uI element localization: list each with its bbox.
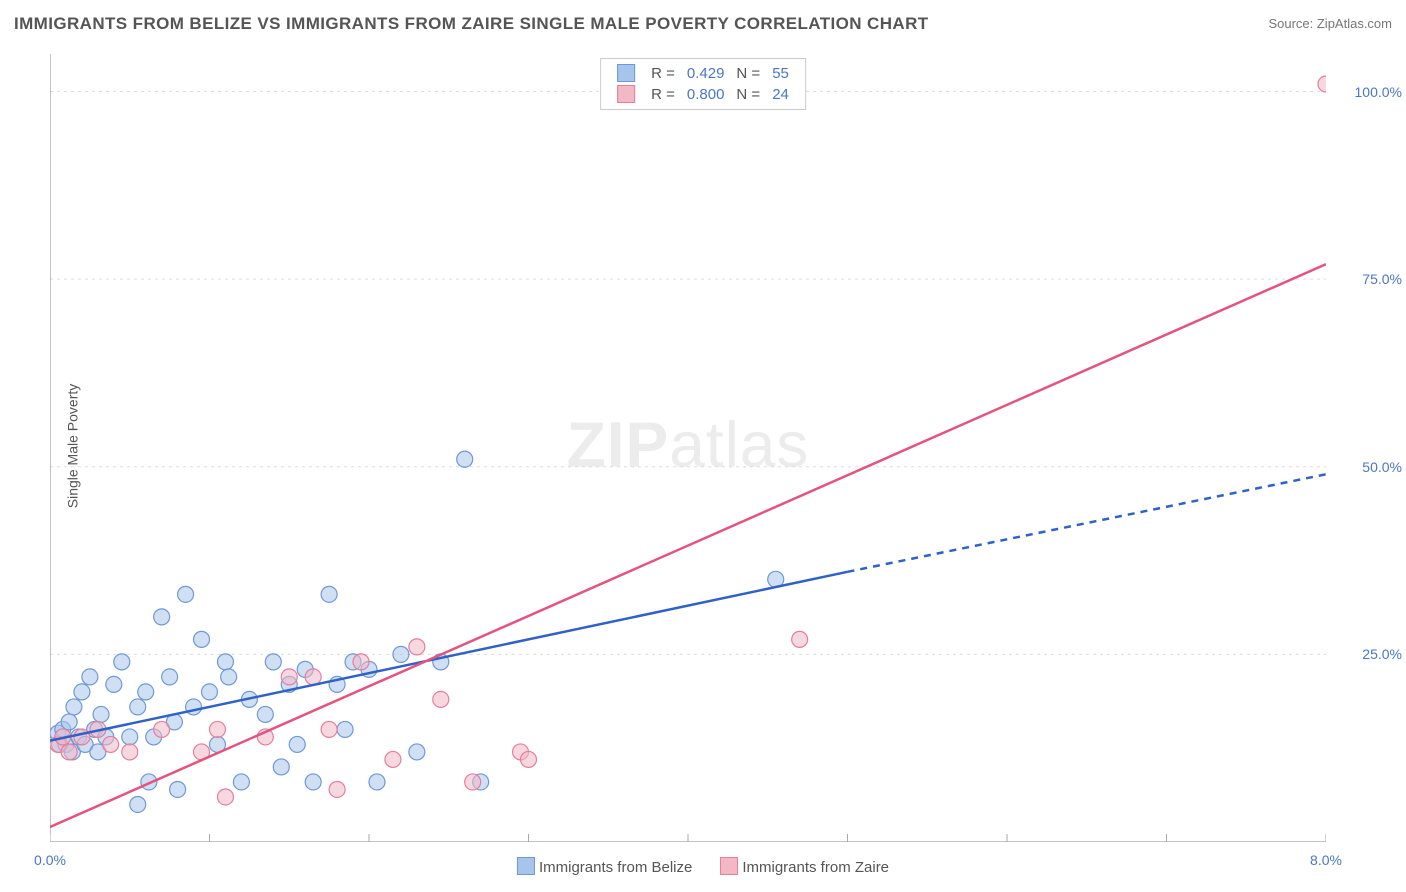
data-point bbox=[1318, 76, 1326, 92]
data-point bbox=[409, 639, 425, 655]
y-tick-label: 50.0% bbox=[1362, 459, 1402, 475]
data-point bbox=[162, 669, 178, 685]
data-point bbox=[61, 714, 77, 730]
legend-swatch bbox=[517, 857, 535, 875]
data-point bbox=[66, 699, 82, 715]
data-point bbox=[130, 796, 146, 812]
data-point bbox=[521, 751, 537, 767]
legend-item: Immigrants from Zaire bbox=[720, 857, 889, 876]
data-point bbox=[289, 736, 305, 752]
trend-line-dashed bbox=[848, 474, 1327, 572]
data-point bbox=[329, 781, 345, 797]
y-tick-label: 100.0% bbox=[1355, 84, 1402, 100]
data-point bbox=[122, 744, 138, 760]
data-point bbox=[170, 781, 186, 797]
data-point bbox=[154, 721, 170, 737]
data-point bbox=[154, 609, 170, 625]
data-point bbox=[103, 736, 119, 752]
chart-title: IMMIGRANTS FROM BELIZE VS IMMIGRANTS FRO… bbox=[14, 14, 929, 33]
data-point bbox=[353, 654, 369, 670]
legend-swatch bbox=[617, 85, 635, 103]
data-point bbox=[114, 654, 130, 670]
data-point bbox=[281, 669, 297, 685]
legend-R-label: R = bbox=[645, 63, 681, 84]
data-point bbox=[209, 721, 225, 737]
x-tick-label: 8.0% bbox=[1310, 852, 1342, 868]
data-point bbox=[178, 586, 194, 602]
data-point bbox=[385, 751, 401, 767]
source-label: Source: ZipAtlas.com bbox=[1268, 16, 1392, 31]
data-point bbox=[321, 721, 337, 737]
data-point bbox=[792, 631, 808, 647]
y-tick-label: 75.0% bbox=[1362, 271, 1402, 287]
data-point bbox=[221, 669, 237, 685]
x-tick-label: 0.0% bbox=[34, 852, 66, 868]
data-point bbox=[257, 706, 273, 722]
data-point bbox=[233, 774, 249, 790]
data-point bbox=[433, 691, 449, 707]
legend-N-value: 55 bbox=[766, 63, 795, 84]
legend-label: Immigrants from Zaire bbox=[742, 859, 889, 876]
legend-swatch bbox=[617, 64, 635, 82]
y-tick-label: 25.0% bbox=[1362, 646, 1402, 662]
data-point bbox=[217, 654, 233, 670]
data-point bbox=[138, 684, 154, 700]
legend-R-value: 0.800 bbox=[681, 84, 731, 105]
data-point bbox=[130, 699, 146, 715]
data-point bbox=[82, 669, 98, 685]
legend-R-value: 0.429 bbox=[681, 63, 731, 84]
chart-area: ZIPatlas bbox=[50, 54, 1326, 842]
data-point bbox=[194, 631, 210, 647]
data-point bbox=[122, 729, 138, 745]
data-point bbox=[305, 669, 321, 685]
legend-N-label: N = bbox=[730, 84, 766, 105]
data-point bbox=[93, 706, 109, 722]
data-point bbox=[337, 721, 353, 737]
legend-N-value: 24 bbox=[766, 84, 795, 105]
data-point bbox=[393, 646, 409, 662]
data-point bbox=[74, 729, 90, 745]
data-point bbox=[409, 744, 425, 760]
data-point bbox=[61, 744, 77, 760]
data-point bbox=[74, 684, 90, 700]
legend-item: Immigrants from Belize bbox=[517, 857, 692, 876]
legend-label: Immigrants from Belize bbox=[539, 859, 692, 876]
data-point bbox=[305, 774, 321, 790]
legend-N-label: N = bbox=[730, 63, 766, 84]
data-point bbox=[217, 789, 233, 805]
data-point bbox=[106, 676, 122, 692]
data-point bbox=[273, 759, 289, 775]
legend-stats-box: R =0.429N =55 R =0.800N =24 bbox=[600, 58, 806, 110]
legend-series: Immigrants from Belize Immigrants from Za… bbox=[503, 857, 903, 876]
legend-swatch bbox=[720, 857, 738, 875]
data-point bbox=[265, 654, 281, 670]
data-point bbox=[321, 586, 337, 602]
trend-line bbox=[50, 572, 848, 741]
data-point bbox=[369, 774, 385, 790]
data-point bbox=[457, 451, 473, 467]
scatter-plot-svg bbox=[50, 54, 1326, 842]
trend-line bbox=[50, 264, 1326, 827]
data-point bbox=[202, 684, 218, 700]
data-point bbox=[465, 774, 481, 790]
legend-R-label: R = bbox=[645, 84, 681, 105]
